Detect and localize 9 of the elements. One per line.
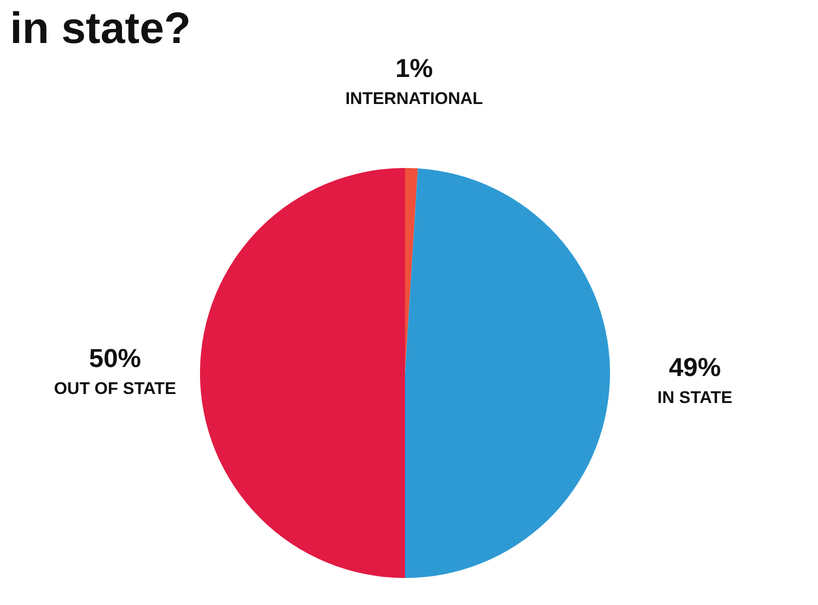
chart-title: in state? xyxy=(10,4,191,54)
pie-slice xyxy=(405,168,610,578)
slice-label: OUT OF STATE xyxy=(54,379,176,398)
pie-slice xyxy=(200,168,405,578)
data-label: 49% xyxy=(668,352,721,382)
data-label: 1% xyxy=(395,53,433,84)
data-label: 50% xyxy=(88,343,142,373)
slice-label: INTERNATIONAL xyxy=(345,89,483,108)
slice-label: IN STATE xyxy=(657,388,732,408)
